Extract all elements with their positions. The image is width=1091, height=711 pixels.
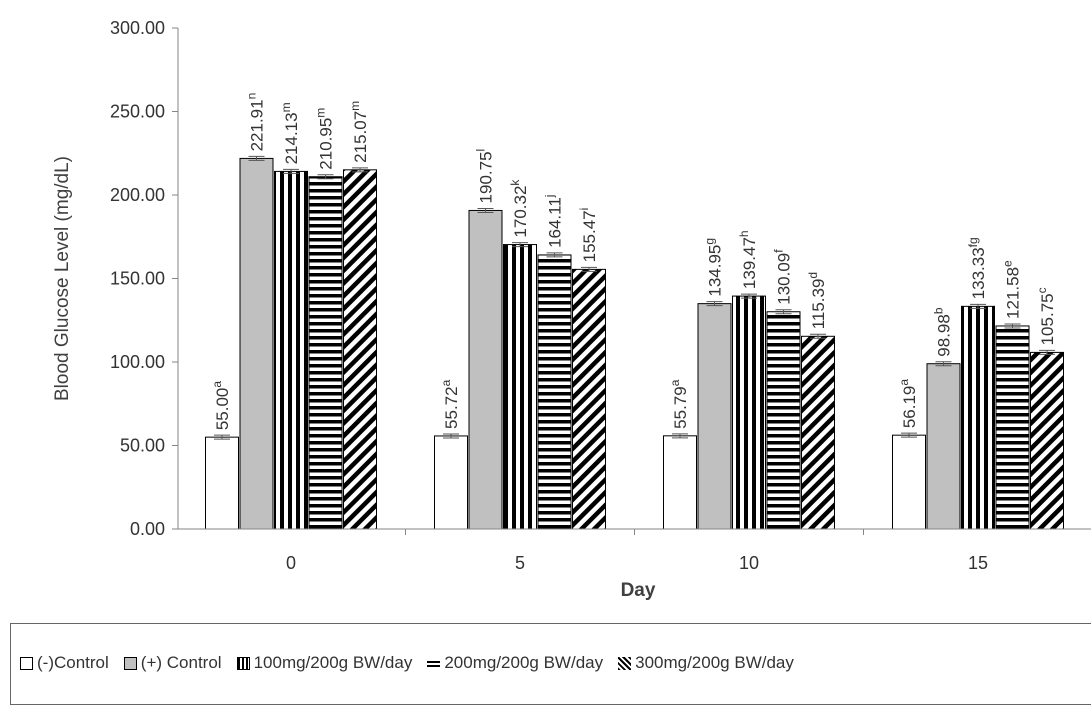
data-label: 139.47h <box>737 230 759 289</box>
data-label: 170.32k <box>508 179 530 238</box>
x-tick-label: 0 <box>286 553 296 573</box>
error-bar <box>546 252 563 258</box>
data-label: 121.58e <box>1001 260 1023 319</box>
error-bar <box>443 433 459 439</box>
data-label: 133.33fg <box>966 237 988 299</box>
error-bar <box>214 434 230 440</box>
bar <box>663 435 697 530</box>
data-label: 164.11j <box>543 195 565 248</box>
data-label: 155.47i <box>577 208 599 263</box>
data-labels: 55.00a 221.91n 214.13m 210.95m 215.07m 55.72a… <box>210 93 1057 430</box>
error-bar <box>1039 349 1055 355</box>
data-label: 210.95m <box>314 108 336 170</box>
error-bar <box>706 301 723 307</box>
data-label: 56.19a <box>897 379 919 429</box>
error-bar <box>283 168 299 174</box>
x-axis-ticks: 0 5 10 15 <box>286 529 988 573</box>
y-tick-label: 250.00 <box>110 102 165 122</box>
bar-chart: 0.0050.00100.00150.00200.00250.00300.00 … <box>52 18 1091 601</box>
legend-swatch <box>20 656 33 670</box>
error-bar <box>935 361 952 367</box>
bar <box>308 176 343 530</box>
legend-label: 200mg/200g BW/day <box>444 653 604 672</box>
error-bar <box>901 432 917 438</box>
y-tick-label: 50.00 <box>120 436 165 456</box>
y-tick-label: 100.00 <box>110 352 165 372</box>
bar <box>697 303 732 530</box>
legend-swatch <box>427 659 441 667</box>
data-label: 98.98b <box>932 307 954 357</box>
bar <box>732 295 766 530</box>
bar <box>537 254 572 530</box>
legend-label: (+) Control <box>140 653 222 672</box>
x-tick-label: 10 <box>739 553 759 573</box>
data-label: 55.72a <box>439 379 461 429</box>
y-tick-label: 200.00 <box>110 185 165 205</box>
error-bar <box>672 433 688 439</box>
bar <box>572 268 606 530</box>
legend-swatch <box>123 656 137 670</box>
legend: (-)Control (+) Control 100mg/200g BW/day 20… <box>10 623 1091 705</box>
error-bar <box>581 266 597 272</box>
y-tick-label: 300.00 <box>110 18 165 38</box>
error-bar <box>741 293 757 299</box>
bars <box>205 157 1064 530</box>
data-label: 214.13m <box>279 102 301 164</box>
y-axis-ticks: 0.00 50.00 100.00 150.00 200.00 250.00 300.00 <box>110 18 178 539</box>
legend-item: 200mg/200g BW/day <box>427 653 603 673</box>
bar <box>239 157 274 530</box>
bar <box>1030 351 1064 530</box>
error-bars <box>214 155 1055 440</box>
bar <box>434 435 468 530</box>
bar <box>503 244 537 530</box>
bar <box>995 325 1030 530</box>
bar <box>892 434 926 530</box>
bar <box>274 170 308 530</box>
error-bar <box>352 167 368 173</box>
data-label: 134.95g <box>703 238 725 297</box>
legend-item: (+) Control <box>123 653 222 673</box>
error-bar <box>1004 323 1021 329</box>
legend-row: (-)Control (+) Control 100mg/200g BW/day 20… <box>11 653 809 673</box>
error-bar <box>248 155 265 161</box>
bar <box>468 209 503 530</box>
legend-swatch <box>618 656 632 670</box>
data-label: 105.75c <box>1035 287 1057 345</box>
data-label: 130.09f <box>772 249 794 305</box>
legend-label: (-)Control <box>37 653 109 672</box>
y-tick-label: 150.00 <box>110 269 165 289</box>
data-label: 190.75l <box>474 149 496 204</box>
legend-label: 100mg/200g BW/day <box>253 653 413 672</box>
x-tick-label: 5 <box>515 553 525 573</box>
bar <box>766 311 801 530</box>
error-bar <box>810 333 826 339</box>
legend-item: 300mg/200g BW/day <box>618 653 794 673</box>
error-bar <box>970 303 986 309</box>
data-label: 115.39d <box>806 272 828 329</box>
error-bar <box>512 242 528 248</box>
legend-swatch <box>236 656 250 670</box>
y-tick-label: 0.00 <box>130 519 165 539</box>
error-bar <box>775 309 792 315</box>
bar <box>343 169 377 530</box>
error-bar <box>317 174 334 180</box>
legend-item: (-)Control <box>20 653 109 673</box>
bar <box>801 335 835 530</box>
data-label: 221.91n <box>245 93 267 152</box>
y-axis-title: Blood Glucose Level (mg/dL) <box>52 156 73 401</box>
x-axis-title: Day <box>621 580 656 601</box>
error-bar <box>477 207 494 213</box>
bar <box>961 305 995 530</box>
data-label: 55.00a <box>210 381 232 431</box>
legend-label: 300mg/200g BW/day <box>635 653 794 672</box>
bar <box>926 363 961 530</box>
data-label: 215.07m <box>348 101 370 163</box>
data-label: 55.79a <box>668 379 690 429</box>
legend-item: 100mg/200g BW/day <box>236 653 413 673</box>
bar <box>205 436 239 530</box>
x-tick-label: 15 <box>968 553 988 573</box>
